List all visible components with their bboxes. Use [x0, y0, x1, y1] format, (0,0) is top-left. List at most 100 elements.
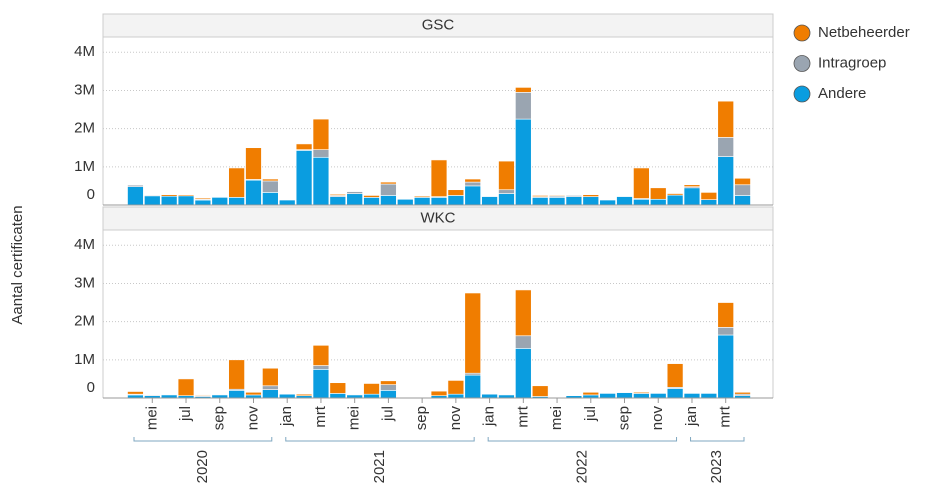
bar-segment	[717, 302, 734, 328]
bar-segment	[380, 380, 397, 385]
bar-segment	[262, 389, 279, 399]
legend-label: Intragroep	[818, 54, 886, 71]
year-bracket	[690, 437, 745, 442]
bar-segment	[228, 359, 245, 390]
x-tick-label: jul	[379, 406, 396, 422]
year-label: 2023	[708, 450, 725, 483]
bar-segment	[700, 192, 718, 200]
bar-segment	[312, 345, 330, 366]
bar-segment	[363, 195, 380, 198]
bar-segment	[464, 181, 481, 187]
x-tick-label: mrt	[312, 405, 329, 427]
bar-segment	[633, 393, 650, 399]
bar-segment	[565, 195, 583, 197]
bar-segment	[194, 197, 212, 200]
legend-marker	[793, 55, 811, 72]
bar-segment	[380, 181, 397, 185]
bar-segment	[582, 196, 600, 206]
bar-segment	[177, 378, 195, 397]
x-tick-label: mei	[143, 406, 160, 430]
bar-segment	[430, 390, 448, 397]
x-tick-label: sep	[615, 406, 632, 430]
facet-title: WKC	[421, 209, 456, 226]
y-tick-label: 3M	[74, 274, 95, 291]
y-tick-label: 4M	[74, 43, 95, 60]
bar-segment	[734, 184, 751, 196]
bar-segment	[498, 160, 515, 191]
bar-segment	[329, 196, 347, 206]
bar-segment	[650, 198, 667, 206]
x-tick-label: nov	[244, 406, 261, 431]
bar-segment	[666, 194, 684, 206]
bar-segment	[245, 391, 262, 396]
x-tick-label: nov	[649, 406, 666, 431]
bar-segment	[734, 177, 751, 186]
y-tick-label: 4M	[74, 236, 95, 253]
bar-segment	[380, 384, 397, 391]
year-label: 2022	[573, 450, 590, 483]
bar-segment	[683, 184, 701, 187]
bar-segment	[144, 195, 161, 206]
bar-segment	[447, 195, 465, 206]
bar-segment	[666, 193, 684, 196]
bar-segment	[683, 393, 701, 399]
year-bracket	[133, 437, 273, 442]
bar-segment	[734, 195, 751, 206]
bar-segment	[666, 363, 684, 388]
y-tick-label: 0	[87, 186, 95, 203]
year-bracket	[487, 437, 678, 442]
bar-segment	[278, 393, 296, 399]
bar-segment	[329, 382, 347, 394]
bar-segment	[413, 197, 431, 206]
bar-segment	[481, 196, 498, 206]
x-tick-label: jan	[481, 406, 498, 427]
bar-segment	[633, 198, 650, 206]
bar-segment	[144, 394, 161, 397]
bar-segment	[312, 365, 330, 370]
bar-segment	[160, 195, 178, 206]
x-tick-label: jul	[177, 406, 194, 422]
bar-segment	[194, 199, 212, 206]
x-tick-label: sep	[413, 406, 430, 430]
bar-segment	[582, 194, 600, 197]
bar-segment	[312, 149, 330, 158]
facet-title: GSC	[422, 16, 455, 33]
bar-segment	[177, 194, 195, 197]
bar-segment	[531, 195, 549, 197]
year-label: 2020	[194, 450, 211, 483]
bar-segment	[329, 194, 347, 196]
bar-segment	[127, 184, 144, 187]
bar-segment	[515, 289, 532, 337]
bar-segment	[582, 391, 600, 396]
bar-segment	[447, 189, 465, 196]
bar-segment	[363, 383, 380, 395]
bar-segment	[211, 197, 228, 206]
bar-segment	[481, 393, 498, 399]
bar-segment	[531, 197, 549, 206]
legend-label: Andere	[818, 85, 866, 102]
bar-segment	[430, 197, 448, 206]
bar-segment	[228, 390, 245, 399]
x-tick-label: sep	[211, 406, 228, 430]
y-tick-label: 0	[87, 379, 95, 396]
x-tick-label: jul	[582, 406, 599, 422]
bar-segment	[245, 147, 262, 180]
bar-segment	[346, 191, 363, 194]
y-tick-label: 2M	[74, 313, 95, 330]
bar-segment	[262, 367, 279, 387]
bar-segment	[616, 196, 633, 206]
bar-segment	[734, 391, 751, 395]
bar-segment	[717, 137, 734, 157]
bar-segment	[717, 334, 734, 399]
bar-segment	[278, 199, 296, 206]
bar-segment	[312, 369, 330, 399]
bar-segment	[295, 393, 313, 397]
legend-label: Netbeheerder	[818, 24, 910, 41]
bar-segment	[666, 388, 684, 399]
bar-segment	[295, 150, 313, 206]
bar-segment	[228, 167, 245, 198]
bar-segment	[515, 335, 532, 349]
bar-segment	[413, 195, 431, 198]
bar-segment	[498, 193, 515, 206]
